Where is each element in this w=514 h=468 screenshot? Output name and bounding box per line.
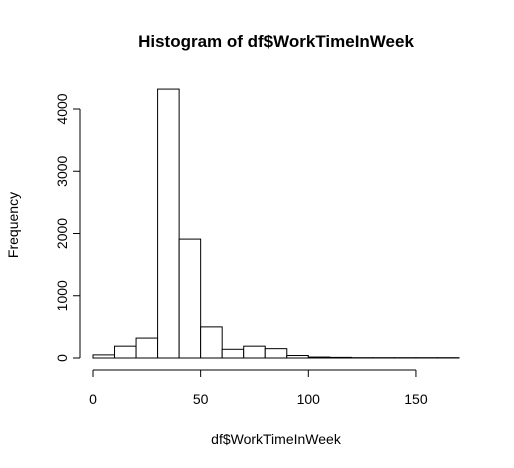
histogram-bar-80-90 [264,348,288,359]
histogram-bar-60-70 [221,348,245,359]
histogram-bar-10-20 [114,345,137,359]
y-axis-label: Frequency [5,192,21,258]
y-axis: 0 1000 2000 3000 4000 [54,93,81,362]
x-tick-label-150: 150 [404,391,428,407]
histogram-bar-70-80 [243,345,266,359]
histogram-bar-20-30 [135,337,159,359]
histogram-bar-90-100 [286,355,309,359]
y-tick-label-3000: 3000 [54,155,70,186]
x-tick-label-100: 100 [297,391,321,407]
histogram-bar-40-50 [178,238,202,359]
chart-title: Histogram of df$WorkTimeInWeek [138,32,414,51]
histogram-bar-30-40 [157,88,180,359]
x-axis-label: df$WorkTimeInWeek [211,431,342,447]
x-tick-label-0: 0 [89,391,97,407]
y-tick-label-2000: 2000 [54,218,70,249]
x-tick-label-50: 50 [193,391,209,407]
y-tick-label-0: 0 [54,354,70,362]
histogram-bar-0-10 [92,354,116,359]
histogram-bar-110-120 [329,356,352,359]
histogram-bar-50-60 [200,326,223,359]
y-tick-label-4000: 4000 [54,93,70,124]
bars-group [92,88,460,359]
x-axis: 0 50 100 150 [89,369,428,407]
y-tick-label-1000: 1000 [54,280,70,311]
histogram-bar-100-110 [307,356,331,359]
